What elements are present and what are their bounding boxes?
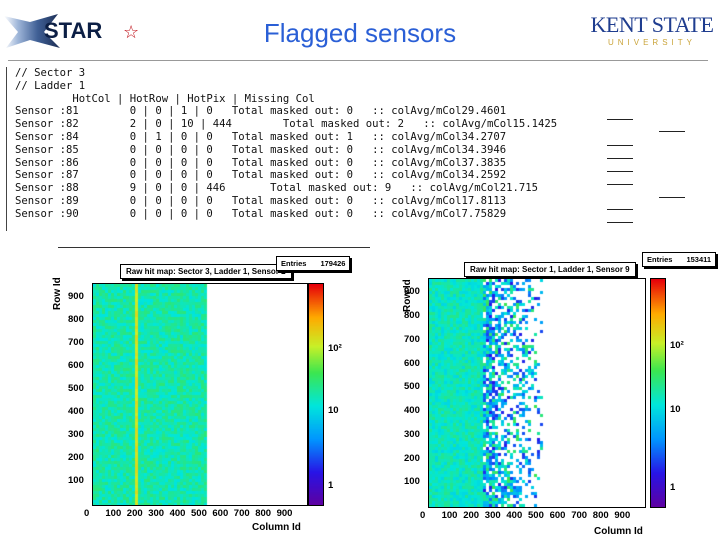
code-line: Sensor :84 0 | 1 | 0 | 0 Total masked ou… bbox=[15, 130, 507, 143]
star-symbol-icon: ☆ bbox=[123, 22, 139, 43]
x-tick-label: 400 bbox=[506, 510, 523, 521]
underline-mark bbox=[607, 184, 633, 185]
y-tick-label: 600 bbox=[404, 357, 420, 369]
entries-box: Entries 153411 bbox=[642, 252, 717, 267]
x-tick-label: 600 bbox=[212, 508, 229, 519]
plot-area bbox=[428, 278, 646, 508]
y-tick-label: 100 bbox=[68, 474, 84, 486]
x-axis-label: Column Id bbox=[252, 522, 301, 533]
plot-title: Raw hit map: Sector 3, Ladder 1, Sensor … bbox=[120, 264, 292, 279]
header-divider bbox=[8, 60, 708, 61]
code-separator bbox=[58, 247, 370, 248]
x-tick-label: 900 bbox=[276, 508, 293, 519]
kent-state-wordmark: KENT STATE bbox=[590, 12, 715, 37]
hitmap-canvas bbox=[429, 279, 645, 507]
code-line: Sensor :81 0 | 0 | 1 | 0 Total masked ou… bbox=[15, 105, 507, 118]
color-scale bbox=[308, 283, 324, 506]
x-tick-label: 800 bbox=[255, 508, 272, 519]
underline-mark bbox=[607, 145, 633, 146]
code-line: Sensor :86 0 | 0 | 0 | 0 Total masked ou… bbox=[15, 156, 507, 169]
code-line: Sensor :90 0 | 0 | 0 | 0 Total masked ou… bbox=[15, 207, 507, 220]
code-line: Sensor :88 9 | 0 | 0 | 446 Total masked … bbox=[15, 182, 538, 195]
star-logo: STAR ☆ bbox=[0, 8, 160, 52]
underline-mark bbox=[659, 131, 685, 132]
x-tick-label: 300 bbox=[148, 508, 165, 519]
hitmap-canvas bbox=[93, 284, 307, 505]
page-title: Flagged sensors bbox=[263, 18, 457, 48]
y-axis-label: Row Id bbox=[52, 277, 63, 310]
underline-mark bbox=[607, 119, 633, 120]
z-tick-label: 10 bbox=[670, 404, 681, 416]
code-block: // Sector 3 // Ladder 1 HotCol | HotRow … bbox=[6, 67, 715, 231]
entries-value: 179426 bbox=[320, 259, 346, 268]
x-tick-label: 700 bbox=[233, 508, 250, 519]
star-logo-graphic: STAR ☆ bbox=[4, 14, 139, 48]
y-tick-label: 900 bbox=[404, 286, 420, 298]
code-line: HotCol | HotRow | HotPix | Missing Col bbox=[15, 92, 315, 105]
y-tick-label: 200 bbox=[68, 451, 84, 463]
y-tick-label: 600 bbox=[68, 359, 84, 371]
y-tick-label: 300 bbox=[404, 428, 420, 440]
y-tick-label: 700 bbox=[404, 333, 420, 345]
plot-title: Raw hit map: Sector 1, Ladder 1, Sensor … bbox=[464, 262, 636, 277]
code-line: Sensor :85 0 | 0 | 0 | 0 Total masked ou… bbox=[15, 143, 507, 156]
z-tick-label: 1 bbox=[328, 480, 334, 492]
x-tick-label: 200 bbox=[126, 508, 143, 519]
y-tick-label: 800 bbox=[404, 310, 420, 321]
x-tick-label: 100 bbox=[105, 508, 122, 519]
hitmap-plot-1: Raw hit map: Sector 3, Ladder 1, Sensor … bbox=[0, 250, 360, 540]
x-tick-label: 300 bbox=[484, 510, 501, 521]
z-tick-label: 10 bbox=[328, 405, 339, 417]
code-text: // Sector 3 // Ladder 1 HotCol | HotRow … bbox=[7, 67, 715, 221]
y-tick-label: 100 bbox=[404, 476, 420, 488]
hitmap-plot-2: Raw hit map: Sector 1, Ladder 1, Sensor … bbox=[360, 250, 720, 540]
y-tick-label: 400 bbox=[404, 405, 420, 416]
x-tick-label: 0 bbox=[420, 510, 426, 521]
x-tick-label: 500 bbox=[528, 510, 544, 521]
x-tick-label: 200 bbox=[463, 510, 480, 521]
color-scale bbox=[650, 278, 666, 508]
underline-mark bbox=[607, 222, 633, 223]
entries-label: Entries bbox=[647, 255, 673, 264]
y-tick-label: 800 bbox=[68, 313, 84, 325]
y-tick-label: 400 bbox=[68, 405, 84, 417]
y-tick-label: 200 bbox=[404, 452, 420, 464]
x-tick-label: 0 bbox=[84, 508, 90, 519]
code-line: // Ladder 1 bbox=[15, 79, 86, 92]
code-line: Sensor :82 2 | 0 | 10 | 444 Total masked… bbox=[15, 118, 558, 131]
y-tick-label: 500 bbox=[404, 381, 420, 393]
z-tick-label: 10² bbox=[328, 343, 342, 355]
code-line: Sensor :87 0 | 0 | 0 | 0 Total masked ou… bbox=[15, 169, 507, 182]
code-line: Sensor :89 0 | 0 | 0 | 0 Total masked ou… bbox=[15, 194, 507, 207]
underline-mark bbox=[607, 209, 633, 210]
underline-mark bbox=[607, 158, 633, 159]
x-tick-label: 900 bbox=[614, 510, 631, 521]
z-tick-label: 1 bbox=[670, 481, 676, 493]
color-scale-canvas bbox=[651, 279, 665, 507]
star-logo-text: STAR bbox=[44, 18, 102, 43]
y-tick-label: 500 bbox=[68, 382, 84, 394]
y-tick-label: 900 bbox=[68, 290, 84, 302]
entries-box: Entries 179426 bbox=[276, 256, 351, 271]
entries-label: Entries bbox=[281, 259, 307, 268]
x-tick-label: 700 bbox=[571, 510, 588, 521]
x-tick-label: 400 bbox=[169, 508, 186, 519]
x-tick-label: 500 bbox=[191, 508, 207, 519]
color-scale-canvas bbox=[309, 284, 323, 505]
underline-mark bbox=[607, 171, 633, 172]
code-line: // Sector 3 bbox=[15, 67, 86, 79]
kent-state-subtext: UNIVERSITY bbox=[607, 38, 696, 47]
x-tick-label: 100 bbox=[441, 510, 458, 521]
y-tick-label: 300 bbox=[68, 428, 84, 440]
y-tick-label: 700 bbox=[68, 336, 84, 348]
underline-mark bbox=[659, 197, 685, 198]
entries-value: 153411 bbox=[686, 255, 712, 264]
x-tick-label: 800 bbox=[592, 510, 609, 521]
plot-area bbox=[92, 283, 308, 506]
x-axis-label: Column Id bbox=[594, 526, 643, 537]
kent-state-logo: KENT STATE UNIVERSITY bbox=[588, 12, 716, 48]
x-tick-label: 600 bbox=[549, 510, 566, 521]
z-tick-label: 10² bbox=[670, 340, 684, 352]
